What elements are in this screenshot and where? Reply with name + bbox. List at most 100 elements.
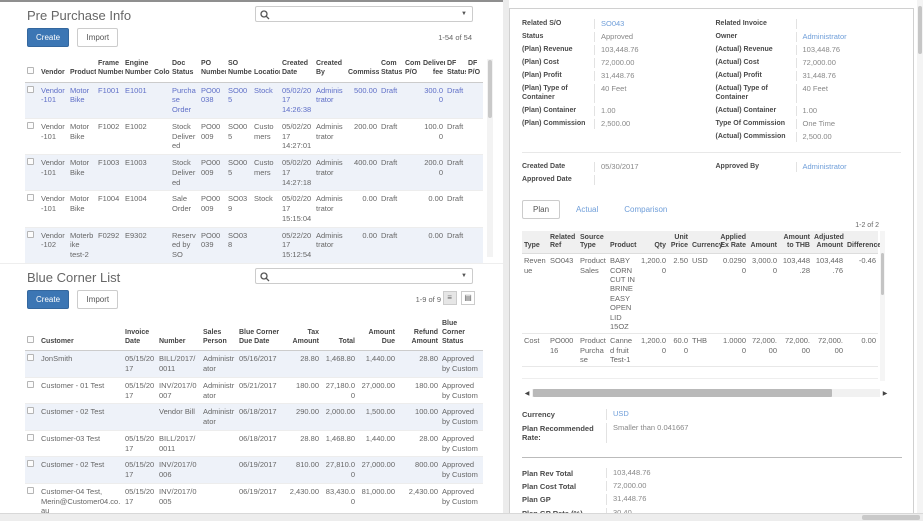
- table-row[interactable]: Vendor-102 Moterbike test-2 F0292 E9302 Rese…: [25, 227, 483, 263]
- column-header[interactable]: Color: [152, 57, 170, 83]
- column-header[interactable]: Unit Price: [668, 230, 690, 255]
- search-box[interactable]: ▼: [255, 268, 473, 284]
- column-header[interactable]: Number: [157, 317, 201, 352]
- table-row[interactable]: Customer-04 Test, Merin@Customer04.co.au…: [25, 483, 483, 513]
- column-header[interactable]: Applied Ex Rate: [718, 230, 748, 255]
- column-header[interactable]: Frame Number: [96, 57, 123, 83]
- column-header[interactable]: Blue Corner Due Date: [237, 317, 287, 352]
- column-header[interactable]: Amount Due: [357, 317, 397, 352]
- row-select-cell[interactable]: [25, 430, 39, 457]
- column-header[interactable]: Com Status: [379, 57, 403, 83]
- column-header[interactable]: Customer: [39, 317, 123, 352]
- scrollbar-thumb[interactable]: [533, 389, 833, 398]
- field-value[interactable]: USD: [606, 409, 901, 420]
- search-input[interactable]: [274, 8, 454, 20]
- column-header[interactable]: Commission: [346, 57, 379, 83]
- items-scrollbar[interactable]: [880, 230, 885, 381]
- row-select-cell[interactable]: [25, 191, 39, 227]
- column-header[interactable]: Delivery fee: [421, 57, 445, 83]
- row-checkbox[interactable]: [27, 85, 34, 93]
- table-row[interactable]: Customer - 01 Test 05/15/2017 INV/2017/000…: [25, 377, 483, 404]
- column-header[interactable]: Amount: [748, 230, 779, 255]
- table-row[interactable]: Vendor-101 Motor Bike F1004 E1004 Sale Order…: [25, 191, 483, 227]
- row-checkbox[interactable]: [27, 486, 34, 494]
- row-select-cell[interactable]: [25, 155, 39, 191]
- column-header[interactable]: Qty: [638, 230, 668, 255]
- column-header[interactable]: Amount to THB: [779, 230, 812, 255]
- list-view-icon[interactable]: ≡: [442, 291, 457, 305]
- window-scrollbar[interactable]: [917, 0, 923, 513]
- search-input[interactable]: [274, 270, 454, 282]
- row-select-cell[interactable]: [25, 82, 39, 118]
- create-button[interactable]: Create: [27, 28, 70, 47]
- column-header[interactable]: Created Date: [280, 57, 314, 83]
- search-dropdown-icon[interactable]: ▼: [461, 273, 467, 279]
- table-row[interactable]: Vendor-101 Motor Bike F1002 E1002 Stock Deli…: [25, 118, 483, 155]
- tab-comparison[interactable]: Comparison: [624, 204, 668, 214]
- table-row[interactable]: Customer - 02 Test Vendor Bill Administrat…: [25, 403, 483, 431]
- table-row[interactable]: Customer-03 Test 05/15/2017 BILL/2017/0011…: [25, 430, 483, 457]
- column-header[interactable]: Com P/O: [403, 57, 421, 83]
- scrollbar-thumb[interactable]: [918, 6, 922, 54]
- column-header[interactable]: Location: [252, 57, 280, 83]
- scrollbar-thumb[interactable]: [488, 60, 492, 118]
- column-header[interactable]: Difference: [845, 230, 881, 255]
- table-row[interactable]: Vendor-101 Motor Bike F1003 E1003 Stock Deli…: [25, 154, 483, 191]
- search-dropdown-icon[interactable]: ▼: [461, 11, 467, 17]
- row-select-cell[interactable]: [25, 483, 39, 513]
- column-header[interactable]: Currency: [690, 230, 723, 255]
- row-select-cell[interactable]: [25, 457, 39, 484]
- row-checkbox[interactable]: [27, 460, 34, 468]
- column-header[interactable]: Sales Person: [201, 317, 237, 352]
- scroll-right-icon[interactable]: ▶: [882, 390, 888, 397]
- table-row[interactable]: Cost PO00016 Product Purchase Canned fruit …: [522, 334, 878, 367]
- column-header[interactable]: Refund Amount: [397, 317, 440, 352]
- column-header[interactable]: Source Type: [578, 230, 608, 255]
- row-select-cell[interactable]: [25, 118, 39, 154]
- form-view-icon[interactable]: ▤: [461, 291, 475, 305]
- column-header[interactable]: Created By: [314, 57, 346, 83]
- column-header[interactable]: Adjusted Amount: [812, 230, 845, 255]
- column-header[interactable]: Total: [321, 317, 357, 352]
- select-all-checkbox[interactable]: [27, 335, 34, 343]
- column-header[interactable]: SO Number: [226, 57, 252, 83]
- column-header[interactable]: PO Number: [199, 57, 226, 83]
- column-header[interactable]: Type: [522, 230, 548, 255]
- table-row[interactable]: JonSmith 05/15/2017 BILL/2017/0011 Administ…: [25, 350, 483, 378]
- field-value[interactable]: Administrator: [795, 32, 902, 42]
- column-header[interactable]: Engine Number: [123, 57, 152, 83]
- row-checkbox[interactable]: [27, 194, 34, 202]
- select-all-cell[interactable]: [25, 317, 39, 352]
- select-all-checkbox[interactable]: [27, 66, 34, 74]
- row-checkbox[interactable]: [27, 121, 34, 129]
- row-select-cell[interactable]: [25, 351, 39, 378]
- column-header[interactable]: Product: [68, 57, 96, 83]
- import-button[interactable]: Import: [77, 28, 119, 47]
- row-checkbox[interactable]: [27, 158, 34, 165]
- table-row[interactable]: Revenue SO043 Product Sales BABY CORN CUT I…: [522, 254, 878, 334]
- row-select-cell[interactable]: [25, 227, 39, 263]
- column-header[interactable]: Vendor: [39, 57, 68, 83]
- import-button[interactable]: Import: [77, 290, 119, 309]
- column-header[interactable]: Doc Status: [170, 57, 199, 83]
- search-box[interactable]: ▼: [255, 6, 473, 22]
- column-header[interactable]: Invoice Date: [123, 317, 157, 352]
- row-select-cell[interactable]: [25, 404, 39, 431]
- row-checkbox[interactable]: [27, 380, 34, 388]
- row-checkbox[interactable]: [27, 230, 34, 238]
- scrollbar-thumb[interactable]: [881, 252, 884, 295]
- tab-actual[interactable]: Actual: [576, 204, 599, 214]
- column-header[interactable]: Blue Corner Status: [440, 317, 483, 352]
- field-value[interactable]: SO043: [594, 19, 708, 29]
- row-select-cell[interactable]: [25, 377, 39, 404]
- select-all-cell[interactable]: [25, 57, 39, 83]
- scrollbar-track[interactable]: [532, 389, 880, 398]
- column-header[interactable]: DF P/O: [466, 57, 483, 83]
- table-row[interactable]: Customer - 02 Test 05/15/2017 INV/2017/000…: [25, 456, 483, 484]
- row-checkbox[interactable]: [27, 354, 34, 362]
- window-hscroll-thumb[interactable]: [862, 515, 920, 520]
- horizontal-scrollbar[interactable]: ◀ ▶: [522, 389, 890, 398]
- column-header[interactable]: DF Status: [445, 57, 466, 83]
- row-checkbox[interactable]: [27, 433, 34, 441]
- tab-plan[interactable]: Plan: [522, 199, 561, 219]
